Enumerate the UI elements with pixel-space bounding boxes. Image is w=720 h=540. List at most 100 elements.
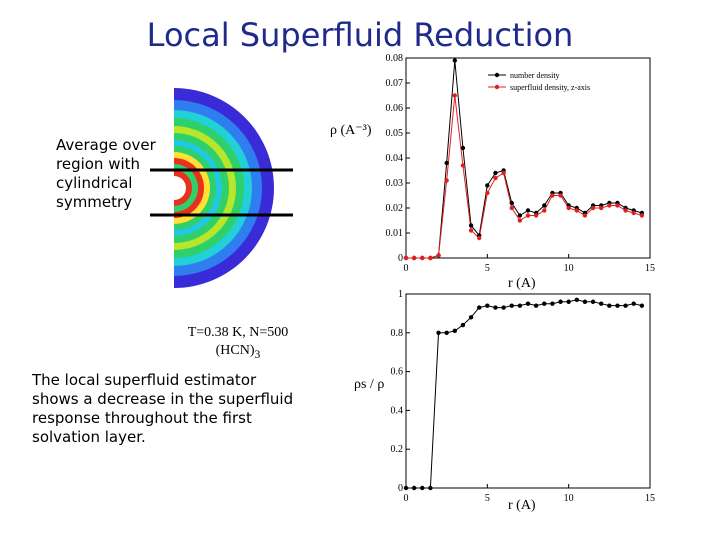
data-point [639,213,645,218]
data-point [566,205,571,211]
data-point [631,210,636,216]
data-point [582,299,588,304]
x-tick-label: 5 [485,263,490,274]
data-point [452,58,457,63]
y-tick-label: 0.01 [386,228,404,239]
data-point [428,485,433,491]
data-point [542,208,547,213]
x-tick-label: 5 [485,493,490,504]
data-point [420,255,425,261]
data-point [590,299,596,304]
data-point [428,255,433,261]
data-point [566,299,571,304]
y-tick-label: 0.04 [386,153,404,164]
density-chart-legend: number density superfluid density, z-axi… [488,71,590,92]
data-point [477,305,482,310]
data-point [517,218,523,223]
data-point [403,255,409,261]
y-tick-label: 0.06 [386,103,404,114]
data-point [550,193,555,198]
fraction-chart-lines [406,299,642,489]
data-point [444,160,449,166]
data-point [615,303,620,308]
data-point [452,328,457,334]
fraction-chart-xlabel: r (A) [508,498,536,513]
data-point [525,213,531,218]
data-point [558,299,563,304]
data-point [542,203,547,208]
legend-marker-superfluid-density [494,84,500,90]
data-point [411,485,417,491]
data-point [509,303,514,308]
data-point [574,297,579,303]
density-chart-points [403,58,645,261]
data-point [533,213,539,218]
data-point [485,190,490,196]
data-point [590,205,596,211]
slide-title: Local Superfluid Reduction [146,16,574,54]
data-point [493,170,498,176]
data-point [525,301,531,306]
y-tick-label: 0.6 [391,367,404,378]
data-point [485,303,490,308]
caption-text: T=0.38 K, N=500 (HCN) [187,325,289,358]
y-tick-label: 0.07 [386,78,404,89]
data-point [599,301,604,306]
density-map-image [174,88,274,288]
y-tick-label: 0.05 [386,128,404,139]
density-chart-ylabel: ρ (A⁻³) [330,123,372,138]
data-point [477,235,482,241]
data-point [623,208,628,213]
data-point [509,205,514,211]
data-point [533,303,539,308]
y-tick-label: 1 [398,289,403,300]
data-point [460,322,466,328]
fraction-chart-frame [405,293,651,489]
x-tick-label: 15 [645,493,655,504]
legend-superfluid-density: superfluid density, z-axis [510,83,590,92]
data-point [460,163,466,168]
caption-subscript: 3 [254,347,261,361]
y-tick-label: 0.08 [386,53,404,64]
data-point [436,330,441,335]
y-tick-label: 0.02 [386,203,404,214]
data-point [599,205,604,211]
data-point [460,145,466,151]
data-point [501,170,506,176]
superfluid-density-line [406,95,643,259]
x-tick-label: 10 [564,493,574,504]
legend-number-density: number density [510,71,560,80]
x-tick-label: 0 [404,263,409,274]
data-point [452,93,457,98]
y-tick-label: 0 [398,483,403,494]
data-point [525,208,531,213]
density-chart-xlabel: r (A) [508,276,536,291]
y-tick-label: 0.4 [391,405,404,416]
data-point [582,213,588,218]
data-point [542,301,547,306]
fraction-chart-ylabel: ρs / ρ [354,377,384,392]
data-point [607,303,612,308]
fraction-chart-points [403,297,645,491]
legend-marker-number-density [494,72,500,78]
x-tick-label: 10 [564,263,574,274]
region-note: Average over region with cylindrical sym… [56,136,156,211]
data-point [550,301,555,306]
data-point [411,255,417,261]
data-point [420,485,425,491]
y-tick-label: 0 [398,253,403,264]
y-tick-label: 0.2 [391,444,404,455]
data-point [623,303,628,308]
superfluid-fraction-line [406,299,642,489]
data-point [615,203,620,208]
data-point [403,485,409,491]
data-point [468,223,474,228]
x-tick-label: 0 [404,493,409,504]
data-point [574,208,579,213]
data-point [444,330,449,335]
data-point [468,228,474,233]
data-point [509,200,514,206]
data-point [558,193,563,198]
data-point [468,315,474,320]
data-point [436,253,441,258]
